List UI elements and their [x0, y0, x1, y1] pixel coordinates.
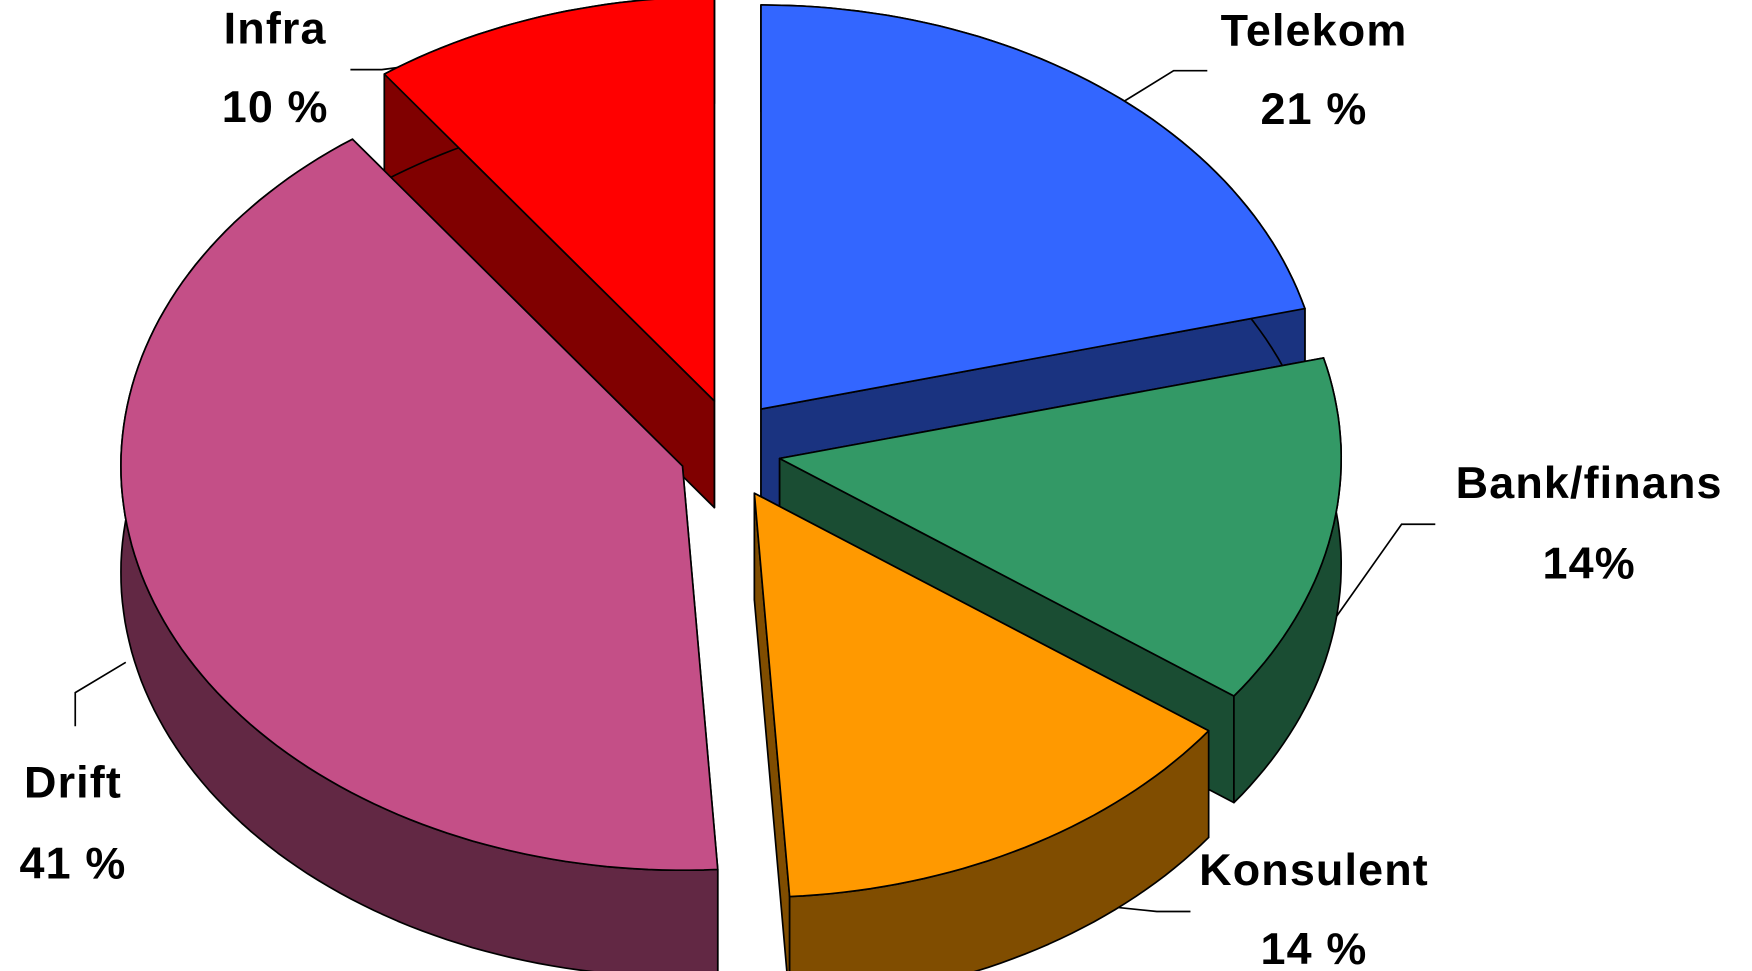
pie: [120, 0, 1343, 971]
slice: [753, 492, 1210, 898]
leader-line: [74, 661, 127, 727]
leader-line: [1333, 523, 1436, 621]
value-label: 14 %: [1261, 923, 1368, 971]
value-label: 14%: [1543, 538, 1636, 589]
slice-label: Infra: [224, 2, 327, 53]
value-label: 10 %: [222, 81, 329, 132]
labels: Telekom 21 % Bank/finans 14% Konsulent 14 % Dr…: [20, 2, 1723, 971]
slice: [760, 4, 1306, 410]
value-label: 21 %: [1261, 83, 1368, 134]
slice-label: Konsulent: [1199, 844, 1429, 895]
slice-label: Telekom: [1221, 5, 1408, 56]
slice: [120, 138, 719, 872]
slice: [778, 357, 1343, 697]
leader-line: [1105, 69, 1208, 113]
value-label: 41 %: [20, 837, 127, 888]
slice-label: Bank/finans: [1456, 457, 1723, 508]
slice: [383, 0, 716, 402]
slice-label: Drift: [24, 757, 122, 808]
